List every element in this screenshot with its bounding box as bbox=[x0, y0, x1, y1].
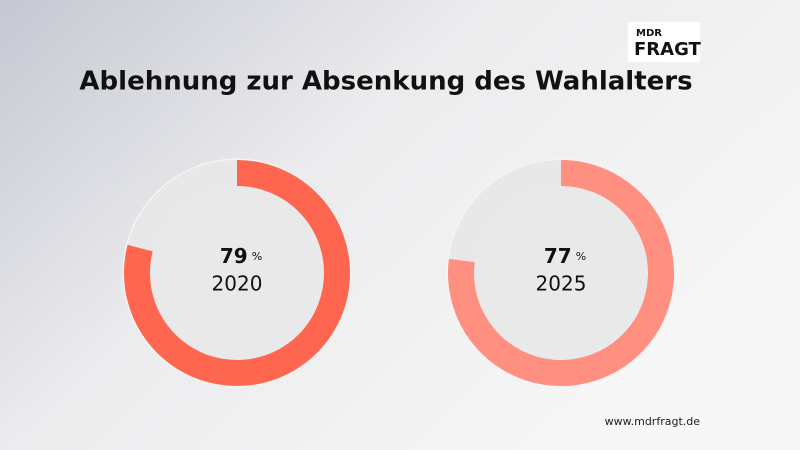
donut-arc bbox=[124, 160, 350, 386]
footer: www.mdrfragt.de bbox=[605, 415, 701, 428]
value-unit: % bbox=[252, 250, 262, 263]
logo-box bbox=[628, 22, 700, 62]
year-label: 2020 bbox=[212, 272, 263, 296]
year-label: 2025 bbox=[536, 272, 587, 296]
donut-arc bbox=[448, 160, 674, 386]
value-number: 77 bbox=[544, 244, 572, 268]
logo-text: MDR bbox=[636, 28, 662, 39]
value-label: 77% bbox=[544, 244, 586, 268]
value-number: 79 bbox=[220, 244, 248, 268]
logo-text: FRAGT bbox=[634, 39, 702, 60]
value-unit: % bbox=[576, 250, 586, 263]
title: Ablehnung zur Absenkung des Wahlalters bbox=[79, 67, 692, 97]
value-label: 79% bbox=[220, 244, 262, 268]
